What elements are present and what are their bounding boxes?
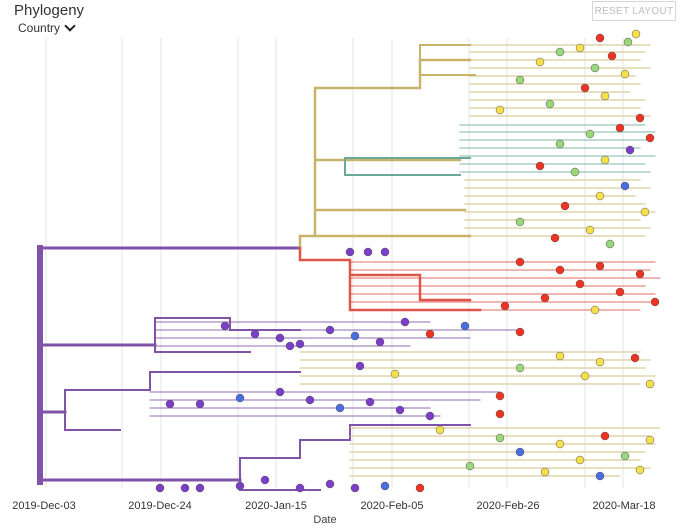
x-tick-label: 2019-Dec-03	[12, 500, 76, 512]
reset-layout-button[interactable]: RESET LAYOUT	[592, 1, 676, 21]
x-axis: 2019-Dec-03 2019-Dec-24 2020-Jan-15 2020…	[12, 500, 655, 526]
tip-markers[interactable]	[155, 29, 660, 493]
x-tick-label: 2020-Jan-15	[245, 500, 307, 512]
x-tick-label: 2020-Feb-26	[477, 500, 540, 512]
x-tick-label: 2020-Mar-18	[593, 500, 656, 512]
x-tick-label: 2020-Feb-05	[361, 500, 424, 512]
panel-title: Phylogeny	[14, 2, 85, 19]
grid-lines	[45, 38, 624, 488]
x-axis-title: Date	[313, 514, 336, 526]
color-by-label: Country	[18, 21, 61, 35]
color-by-dropdown[interactable]: Country	[18, 20, 76, 35]
x-tick-label: 2019-Dec-24	[128, 500, 192, 512]
tree-branches	[37, 44, 661, 491]
